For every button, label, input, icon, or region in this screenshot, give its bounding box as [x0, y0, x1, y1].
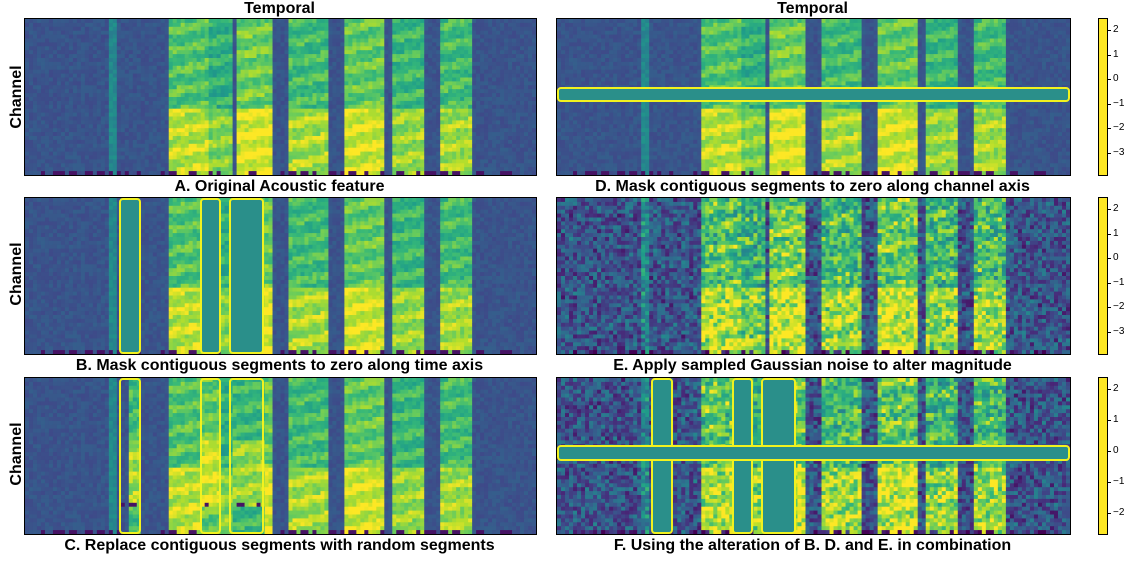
colorbar-tick-label: 2 — [1113, 203, 1119, 214]
colorbar-tick-mark — [1107, 153, 1111, 154]
spectrogram-b — [25, 198, 536, 354]
colorbar-tick-mark — [1107, 128, 1111, 129]
time-mask-3 — [230, 199, 263, 353]
colorbar-tick-label: 1 — [1113, 228, 1119, 239]
colorbar-tick-mark — [1107, 30, 1111, 31]
colorbar-tick-label: −3 — [1113, 147, 1124, 158]
caption-b: B. Mask contiguous segments to zero alon… — [24, 357, 535, 375]
panel-a-original — [24, 18, 537, 176]
column-title-left: Temporal — [24, 0, 535, 18]
colorbar-tick-mark — [1107, 389, 1111, 390]
colorbar-tick-label: 0 — [1113, 252, 1119, 263]
colorbar-tick-label: −2 — [1113, 122, 1124, 133]
caption-f: F. Using the alteration of B. D. and E. … — [556, 537, 1069, 555]
spectrogram-a — [25, 19, 536, 175]
colorbar-tick-label: 1 — [1113, 414, 1119, 425]
panel-f-combined — [556, 377, 1071, 535]
colorbar-tick-label: −1 — [1113, 476, 1124, 487]
colorbar-tick-label: −1 — [1113, 277, 1124, 288]
colorbar-tick-label: 1 — [1113, 49, 1119, 60]
panel-b-time-mask — [24, 197, 537, 355]
colorbar-tick-mark — [1107, 104, 1111, 105]
spectrogram-d — [557, 19, 1070, 175]
colorbar-tick-label: −1 — [1113, 98, 1124, 109]
colorbar-tick-mark — [1107, 513, 1111, 514]
column-title-right: Temporal — [556, 0, 1069, 18]
colorbar-tick-mark — [1107, 79, 1111, 80]
colorbar-tick-mark — [1107, 209, 1111, 210]
colorbar-3 — [1098, 377, 1108, 535]
colorbar-tick-label: −3 — [1113, 326, 1124, 337]
colorbar-tick-mark — [1107, 451, 1111, 452]
caption-e: E. Apply sampled Gaussian noise to alter… — [556, 357, 1069, 375]
colorbar-tick-mark — [1107, 234, 1111, 235]
colorbar-tick-label: 2 — [1113, 383, 1119, 394]
caption-d: D. Mask contiguous segments to zero alon… — [556, 178, 1069, 196]
spectrogram-f — [557, 378, 1070, 534]
colorbar-tick-label: 2 — [1113, 24, 1119, 35]
panel-e-gaussian-noise — [556, 197, 1071, 355]
combined-channel-mask — [558, 446, 1069, 460]
colorbar-tick-mark — [1107, 258, 1111, 259]
panel-d-channel-mask — [556, 18, 1071, 176]
time-mask-1 — [120, 199, 140, 353]
colorbar-tick-mark — [1107, 482, 1111, 483]
caption-c: C. Replace contiguous segments with rand… — [24, 537, 535, 555]
panel-c-random-replace — [24, 377, 537, 535]
colorbar-tick-label: 0 — [1113, 73, 1119, 84]
spectrogram-c — [25, 378, 536, 534]
colorbar-tick-mark — [1107, 420, 1111, 421]
colorbar-tick-mark — [1107, 55, 1111, 56]
colorbar-tick-label: −2 — [1113, 301, 1124, 312]
colorbar-tick-label: 0 — [1113, 445, 1119, 456]
colorbar-tick-mark — [1107, 332, 1111, 333]
colorbar-tick-label: −2 — [1113, 507, 1124, 518]
time-mask-2 — [201, 199, 220, 353]
caption-a: A. Original Acoustic feature — [24, 178, 535, 196]
spectrogram-e — [557, 198, 1070, 354]
colorbar-tick-mark — [1107, 283, 1111, 284]
colorbar-tick-mark — [1107, 307, 1111, 308]
channel-mask-band — [558, 88, 1069, 101]
